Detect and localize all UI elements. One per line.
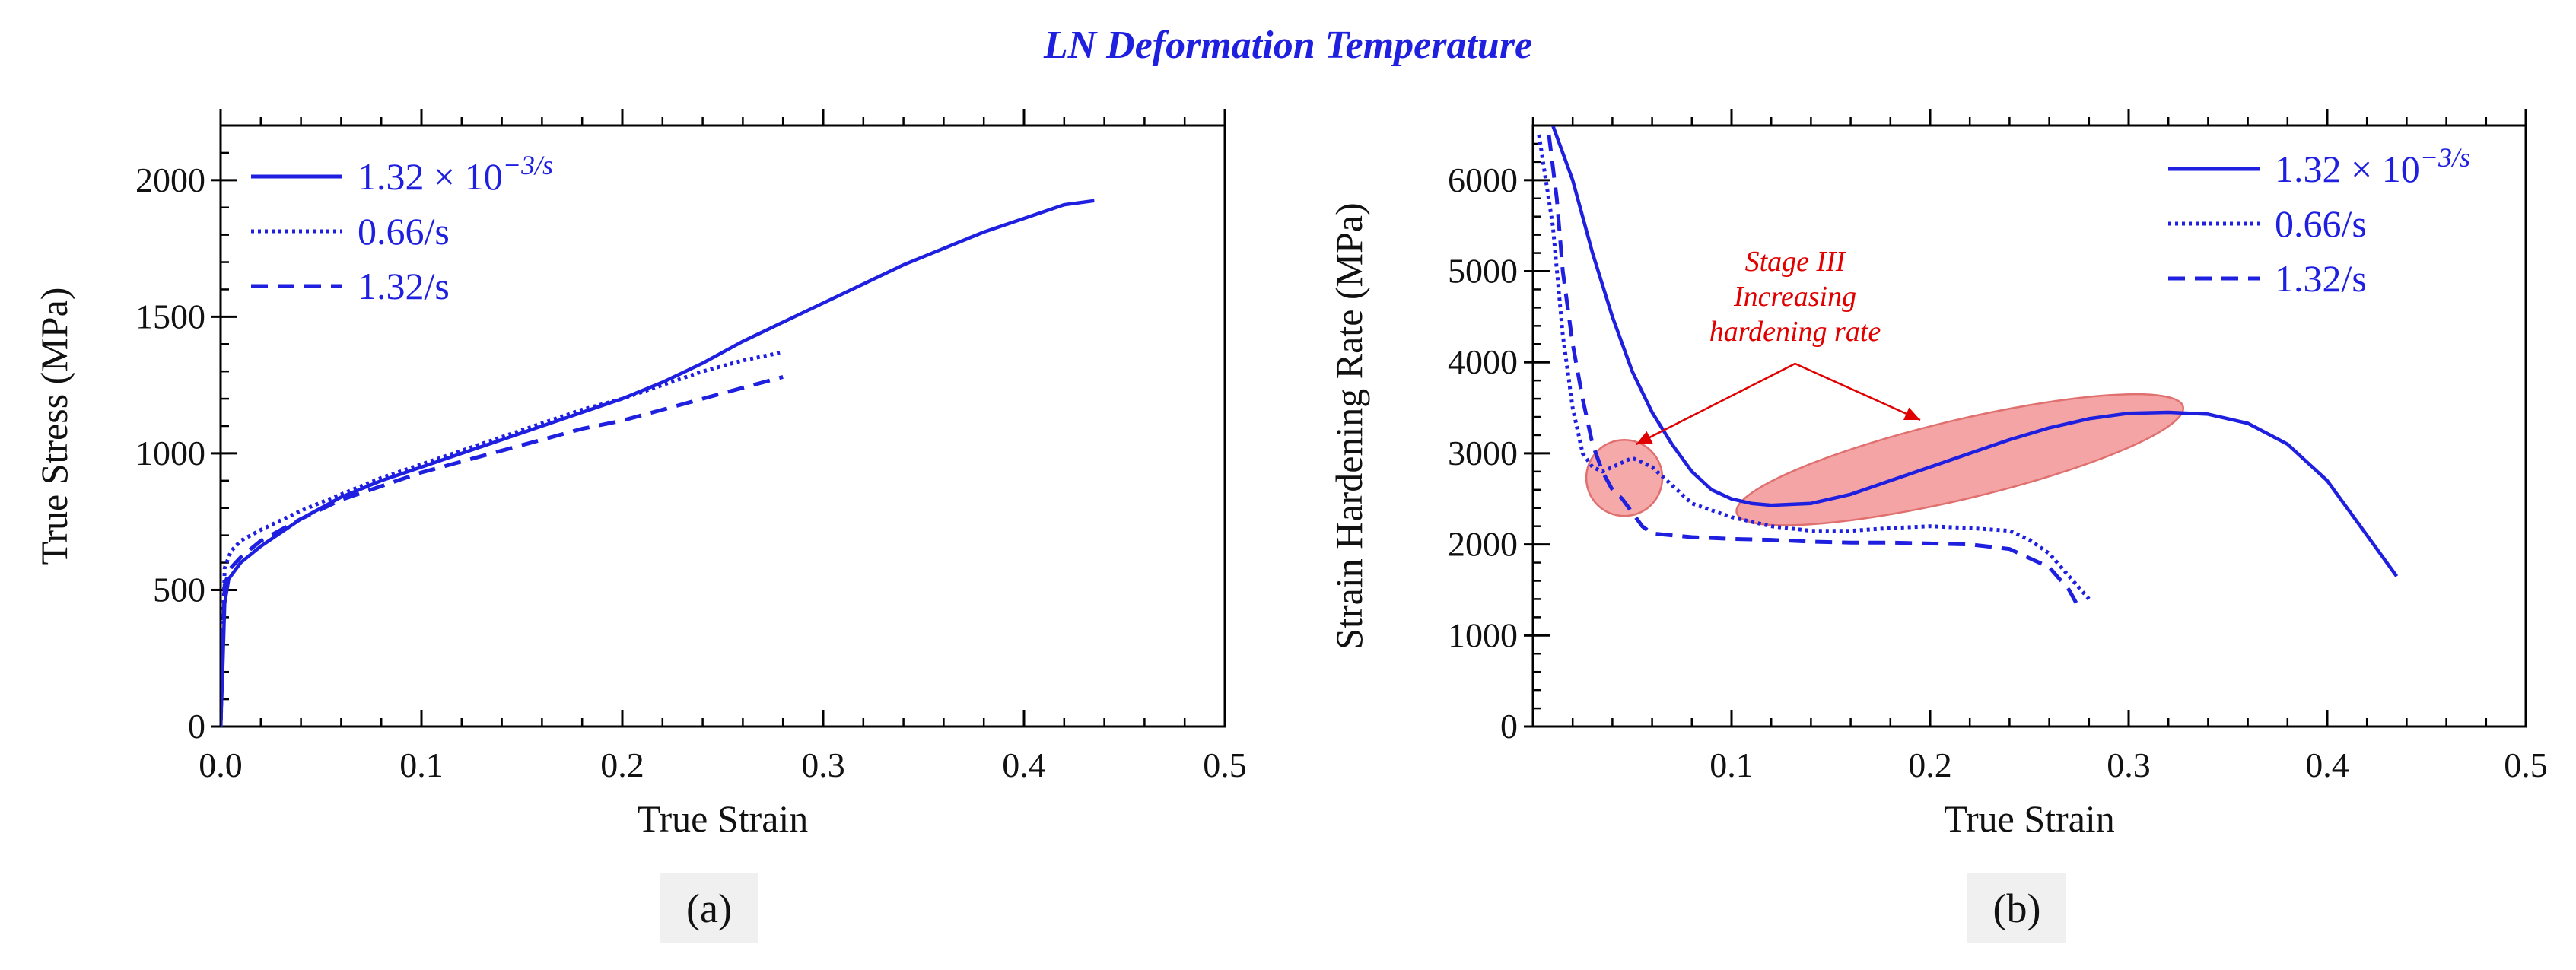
x-tick-label: 0.5 [1203, 746, 1247, 784]
y-tick-label: 6000 [1448, 161, 1518, 199]
y-tick-label: 2000 [135, 161, 205, 199]
x-tick-label: 0.2 [1908, 746, 1952, 784]
legend-label: 1.32 × 10−3/s [2275, 142, 2470, 190]
x-tick-label: 0.3 [2107, 746, 2151, 784]
series-line-dotted [1537, 134, 2091, 601]
x-tick-label: 0.4 [1002, 746, 1046, 784]
y-tick-label: 500 [153, 570, 205, 609]
y-tick-label: 3000 [1448, 434, 1518, 472]
legend-label-main: 1.32 × 10 [358, 155, 503, 198]
y-tick-label: 0 [188, 707, 205, 746]
stage-iii-ellipse [1735, 393, 2185, 526]
annotation-arrow-head-1 [1636, 431, 1653, 444]
x-tick-label: 0.3 [801, 746, 845, 784]
series-line-solid [221, 199, 1095, 727]
x-axis-title: True Strain [638, 797, 809, 840]
x-tick-label: 0.4 [2305, 746, 2349, 784]
plot-frame [1531, 124, 2527, 728]
legend-label-main: 1.32/s [358, 265, 450, 307]
y-axis-title: Strain Hardening Rate (MPa) [1328, 202, 1370, 649]
y-tick-label: 2000 [1448, 525, 1518, 564]
annotation-text-line-2: Increasing [1733, 281, 1856, 313]
annotation-text-line-1: Stage III [1745, 246, 1847, 278]
legend-label-superscript: −3/s [503, 150, 553, 180]
annotation-text-line-3: hardening rate [1709, 316, 1881, 348]
x-axis-title: True Strain [1944, 797, 2115, 840]
annotation-arrow-line-2 [1795, 362, 1921, 421]
legend-label-main: 0.66/s [2275, 202, 2367, 245]
y-tick-label: 4000 [1448, 342, 1518, 381]
legend-label: 0.66/s [358, 210, 450, 253]
y-tick-label: 0 [1500, 707, 1518, 746]
legend-label-superscript: −3/s [2420, 142, 2470, 173]
x-tick-label: 0.1 [1709, 746, 1754, 784]
legend-label: 1.32 × 10−3/s [358, 150, 553, 198]
series-line-dashed [1547, 134, 2081, 609]
x-tick-label: 0.0 [199, 746, 243, 784]
legend-label: 0.66/s [2275, 202, 2367, 245]
legend-label-main: 0.66/s [358, 210, 450, 253]
figure-title: LN Deformation Temperature [1043, 24, 1533, 67]
x-tick-label: 0.5 [2504, 746, 2548, 784]
x-tick-label: 0.1 [399, 746, 444, 784]
x-tick-label: 0.2 [600, 746, 644, 784]
series-line-dotted [221, 350, 784, 727]
y-tick-label: 5000 [1448, 252, 1518, 291]
series-line-solid [1550, 126, 2399, 577]
legend-label-main: 1.32 × 10 [2275, 148, 2420, 190]
legend-label: 1.32/s [358, 265, 450, 307]
y-axis-title: True Stress (MPa) [33, 288, 75, 565]
chart-b: 0.1 0.2 0.3 0.4 0.5 0 1000 2000 3000 4000 5000 6000… [1328, 109, 2548, 840]
annotation-arrow-line-1 [1636, 362, 1796, 446]
legend-label: 1.32/s [2275, 257, 2367, 300]
y-tick-label: 1000 [135, 434, 205, 472]
chart-a: 0.0 0.1 0.2 0.3 0.4 0.5 0 500 1000 1500 2000 True S… [33, 109, 1247, 840]
annotation-arrow-head-2 [1903, 407, 1920, 420]
y-tick-label: 1000 [1448, 615, 1518, 654]
series-line-dashed [221, 374, 784, 727]
y-tick-label: 1500 [135, 297, 205, 336]
panel-label-b: (b) [1967, 873, 2066, 943]
legend-label-main: 1.32/s [2275, 257, 2367, 300]
panel-label-a: (a) [660, 873, 758, 943]
